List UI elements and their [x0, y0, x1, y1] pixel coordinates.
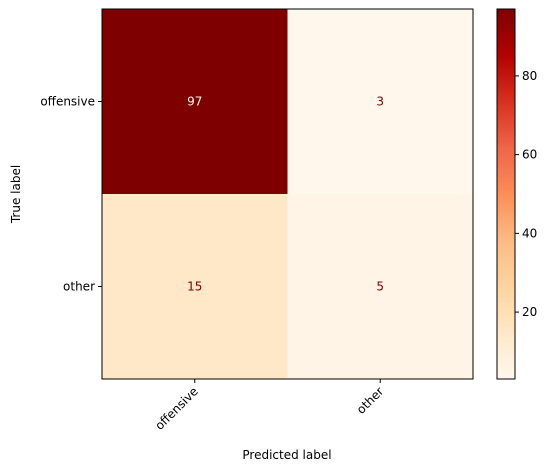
plot-frame — [101, 8, 474, 380]
y-tick-label: other — [63, 280, 95, 294]
y-axis-ticks: offensive other — [40, 95, 102, 294]
colorbar — [496, 8, 516, 380]
colorbar-tick-label: 60 — [522, 148, 537, 162]
matrix-cells — [102, 9, 474, 380]
matrix-cell — [102, 194, 288, 380]
matrix-cell — [102, 9, 288, 195]
y-tick-label: offensive — [40, 95, 95, 109]
x-axis-label: Predicted label — [242, 448, 331, 462]
colorbar-ticks: 20 40 60 80 — [515, 69, 537, 319]
x-tick-label: offensive — [152, 384, 201, 433]
x-tick-label: other — [354, 384, 387, 417]
cell-value-label: 15 — [187, 280, 202, 294]
cell-value-label: 3 — [376, 95, 384, 109]
matrix-cell — [287, 9, 474, 195]
colorbar-tick-label: 20 — [522, 305, 537, 319]
colorbar-tick-label: 80 — [522, 69, 537, 83]
matrix-cell-labels: 97 3 15 5 — [187, 95, 384, 294]
y-axis-label: True label — [9, 165, 23, 224]
matrix-cell — [287, 194, 474, 380]
cell-value-label: 97 — [187, 95, 202, 109]
colorbar-tick-label: 40 — [522, 226, 537, 240]
cell-value-label: 5 — [376, 280, 384, 294]
x-axis-ticks: offensive other — [152, 379, 386, 433]
